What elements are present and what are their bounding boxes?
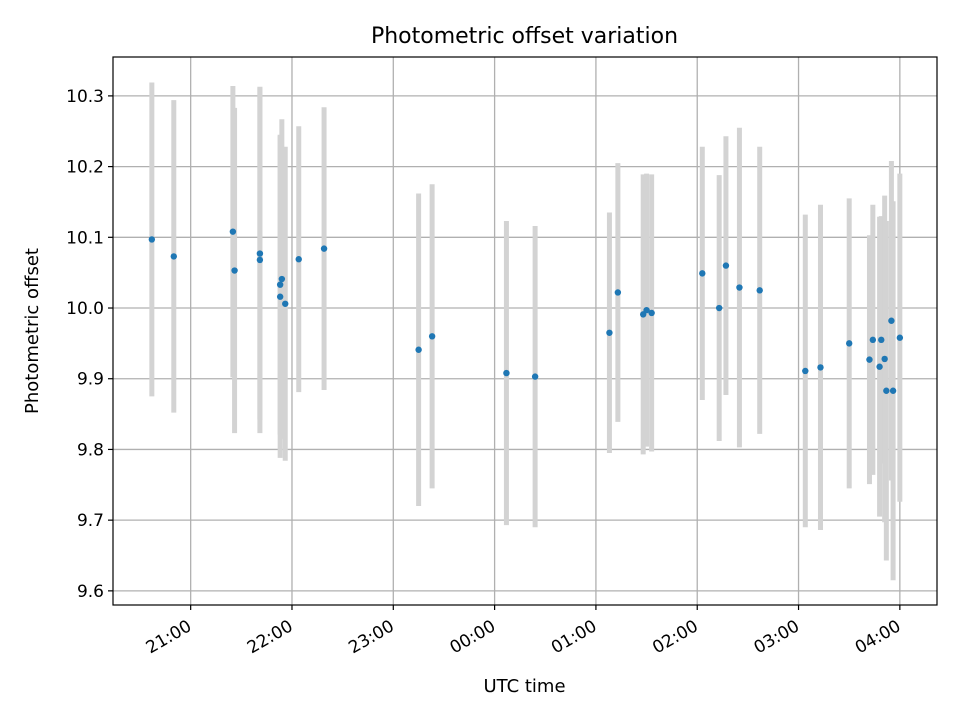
data-point — [883, 387, 890, 394]
data-point — [170, 253, 177, 260]
data-point — [256, 250, 264, 257]
data-point — [896, 334, 904, 341]
data-point — [503, 369, 510, 377]
y-tick-label: 9.8 — [77, 440, 104, 460]
y-tick-label: 10.3 — [66, 87, 104, 107]
data-point — [889, 387, 897, 394]
data-point — [845, 340, 853, 347]
data-point — [282, 300, 289, 307]
data-point — [648, 309, 655, 317]
data-point — [881, 355, 888, 363]
y-tick-label: 9.7 — [77, 511, 104, 531]
data-point — [276, 281, 284, 288]
y-axis-ticks: 9.6 9.7 9.8 9.9 10.0 10.1 10.2 10.3 — [66, 87, 113, 602]
data-point — [699, 270, 706, 277]
data-point — [278, 275, 286, 283]
data-point — [643, 306, 650, 314]
data-point — [276, 293, 284, 300]
y-tick-label: 10.1 — [66, 228, 104, 248]
data-point — [614, 289, 622, 296]
data-point — [320, 245, 328, 252]
data-point — [715, 304, 723, 312]
grid — [113, 57, 937, 605]
data-point — [722, 262, 730, 269]
data-point — [606, 329, 613, 336]
chart-title: Photometric offset variation — [371, 24, 678, 49]
data-point — [531, 373, 539, 380]
y-tick-label: 9.6 — [77, 582, 104, 602]
data-point — [231, 267, 238, 274]
y-axis-label: Photometric offset — [22, 248, 43, 414]
data-point — [415, 346, 422, 353]
data-point — [756, 287, 763, 294]
data-point — [878, 336, 885, 344]
y-tick-label: 9.9 — [77, 370, 104, 390]
data-point — [295, 256, 302, 263]
data-point — [428, 333, 436, 340]
data-points — [148, 228, 904, 394]
data-point — [869, 336, 877, 344]
data-point — [876, 363, 883, 370]
y-tick-label: 10.0 — [66, 299, 104, 319]
data-point — [802, 367, 809, 375]
data-point — [256, 256, 264, 264]
data-point — [866, 356, 873, 363]
y-tick-label: 10.2 — [66, 158, 104, 178]
data-point — [817, 364, 824, 371]
data-point — [736, 284, 743, 291]
plot-frame — [112, 56, 938, 606]
x-axis-label: UTC time — [483, 676, 565, 697]
data-point — [148, 236, 156, 243]
data-point — [888, 317, 895, 324]
data-point — [229, 228, 237, 235]
